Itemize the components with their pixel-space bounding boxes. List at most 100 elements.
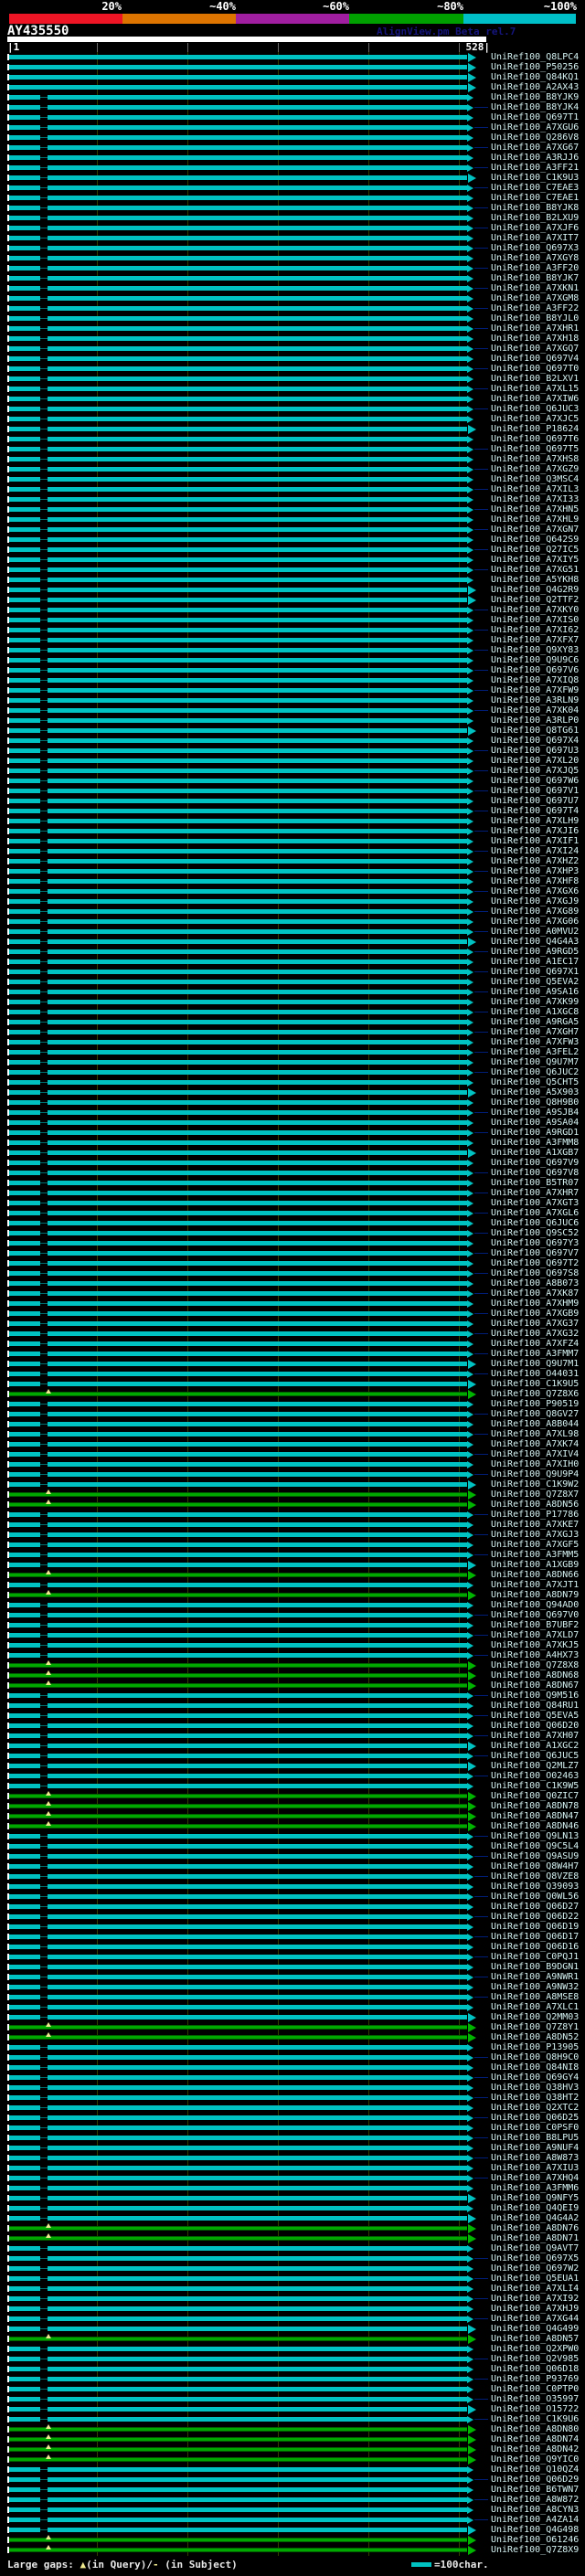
- hit-label[interactable]: UniRef100_A7XL20: [491, 756, 580, 766]
- hit-row[interactable]: UniRef100_Q27IC5: [0, 545, 585, 555]
- hit-label[interactable]: UniRef100_A7XIY5: [491, 555, 580, 565]
- hit-label[interactable]: UniRef100_Q697T6: [491, 434, 580, 444]
- hit-label[interactable]: UniRef100_Q94AD0: [491, 1600, 580, 1610]
- hit-row[interactable]: UniRef100_A7XFZ4: [0, 1339, 585, 1349]
- hit-label[interactable]: UniRef100_A3RLP0: [491, 716, 580, 726]
- hit-row[interactable]: UniRef100_A8CYN3: [0, 2505, 585, 2515]
- hit-label[interactable]: UniRef100_C0PTP0: [491, 2384, 580, 2394]
- hit-label[interactable]: UniRef100_Q697V9: [491, 1158, 580, 1168]
- hit-row[interactable]: UniRef100_A8DN74: [0, 2434, 585, 2444]
- hit-label[interactable]: UniRef100_A9NW32: [491, 1982, 580, 1992]
- hit-row[interactable]: UniRef100_A1XGB7: [0, 1148, 585, 1158]
- hit-row[interactable]: UniRef100_A7XG32: [0, 1329, 585, 1339]
- hit-label[interactable]: UniRef100_A7XG06: [491, 917, 580, 927]
- hit-row[interactable]: UniRef100_Q06D16: [0, 1942, 585, 1952]
- hit-row[interactable]: UniRef100_A7XG51: [0, 565, 585, 575]
- hit-row[interactable]: UniRef100_A7XKJ5: [0, 1640, 585, 1650]
- hit-row[interactable]: UniRef100_A7XGT3: [0, 1198, 585, 1208]
- hit-label[interactable]: UniRef100_A7XJF6: [491, 223, 580, 233]
- hit-label[interactable]: UniRef100_A7XKN1: [491, 283, 580, 293]
- hit-row[interactable]: UniRef100_A3RLP0: [0, 716, 585, 726]
- hit-row[interactable]: UniRef100_Q84NI8: [0, 2062, 585, 2072]
- hit-row[interactable]: UniRef100_Q697X3: [0, 243, 585, 253]
- hit-row[interactable]: UniRef100_Q0WL56: [0, 1892, 585, 1902]
- hit-label[interactable]: UniRef100_A7XH07: [491, 1731, 580, 1741]
- hit-row[interactable]: UniRef100_A7XFW3: [0, 1037, 585, 1047]
- hit-row[interactable]: UniRef100_B2LXU9: [0, 213, 585, 223]
- hit-row[interactable]: UniRef100_C1K9W5: [0, 1781, 585, 1791]
- hit-label[interactable]: UniRef100_Q9U9P4: [491, 1469, 580, 1479]
- hit-row[interactable]: UniRef100_O35997: [0, 2394, 585, 2404]
- hit-row[interactable]: UniRef100_A7XGZ9: [0, 464, 585, 474]
- hit-label[interactable]: UniRef100_Q06D29: [491, 2475, 580, 2485]
- hit-row[interactable]: UniRef100_Q8W4H7: [0, 1861, 585, 1871]
- hit-label[interactable]: UniRef100_P18624: [491, 424, 580, 434]
- hit-label[interactable]: UniRef100_A7XG89: [491, 906, 580, 917]
- hit-row[interactable]: UniRef100_A7XIS0: [0, 615, 585, 625]
- hit-row[interactable]: UniRef100_Q697V6: [0, 665, 585, 675]
- hit-label[interactable]: UniRef100_Q2MM03: [491, 2012, 580, 2022]
- hit-label[interactable]: UniRef100_P50256: [491, 62, 580, 72]
- hit-row[interactable]: UniRef100_A8DN67: [0, 1680, 585, 1691]
- hit-row[interactable]: UniRef100_A8DN80: [0, 2424, 585, 2434]
- hit-label[interactable]: UniRef100_A1XGB9: [491, 1560, 580, 1570]
- hit-label[interactable]: UniRef100_Q4G4A2: [491, 2213, 580, 2223]
- hit-label[interactable]: UniRef100_A7XI24: [491, 846, 580, 856]
- hit-label[interactable]: UniRef100_A7XLD7: [491, 1630, 580, 1640]
- hit-label[interactable]: UniRef100_A7XI92: [491, 2294, 580, 2304]
- hit-label[interactable]: UniRef100_Q8LPC4: [491, 52, 580, 62]
- hit-label[interactable]: UniRef100_B8LPU5: [491, 2133, 580, 2143]
- hit-row[interactable]: UniRef100_A7XHR7: [0, 1188, 585, 1198]
- hit-label[interactable]: UniRef100_Q2XTC2: [491, 2103, 580, 2113]
- hit-row[interactable]: UniRef100_A3FF20: [0, 263, 585, 273]
- hit-row[interactable]: UniRef100_Q7Z8X6: [0, 1389, 585, 1399]
- hit-label[interactable]: UniRef100_C7EAE3: [491, 183, 580, 193]
- hit-label[interactable]: UniRef100_Q7Z8X8: [491, 1660, 580, 1670]
- hit-label[interactable]: UniRef100_A8DN57: [491, 2334, 580, 2344]
- hit-label[interactable]: UniRef100_A8W873: [491, 2153, 580, 2163]
- hit-row[interactable]: UniRef100_A8DN78: [0, 1801, 585, 1811]
- hit-label[interactable]: UniRef100_A7XGB9: [491, 1309, 580, 1319]
- hit-row[interactable]: UniRef100_Q697T2: [0, 1258, 585, 1268]
- hit-label[interactable]: UniRef100_A2AX43: [491, 82, 580, 92]
- hit-row[interactable]: UniRef100_A7XHQ4: [0, 2173, 585, 2183]
- hit-row[interactable]: UniRef100_A8DN56: [0, 1500, 585, 1510]
- hit-row[interactable]: UniRef100_A3RJJ6: [0, 153, 585, 163]
- hit-row[interactable]: UniRef100_Q39093: [0, 1882, 585, 1892]
- hit-row[interactable]: UniRef100_A7XI24: [0, 846, 585, 856]
- hit-row[interactable]: UniRef100_A7XJT1: [0, 1580, 585, 1590]
- hit-row[interactable]: UniRef100_Q06D19: [0, 1922, 585, 1932]
- hit-label[interactable]: UniRef100_Q5EVA5: [491, 1711, 580, 1721]
- hit-row[interactable]: UniRef100_O02463: [0, 1771, 585, 1781]
- hit-row[interactable]: UniRef100_Q2XPW0: [0, 2344, 585, 2354]
- hit-label[interactable]: UniRef100_A3RJJ6: [491, 153, 580, 163]
- hit-row[interactable]: UniRef100_A9RGD5: [0, 947, 585, 957]
- hit-label[interactable]: UniRef100_Q06D16: [491, 1942, 580, 1952]
- hit-label[interactable]: UniRef100_O35997: [491, 2394, 580, 2404]
- hit-label[interactable]: UniRef100_Q7Z8Y1: [491, 2022, 580, 2032]
- hit-label[interactable]: UniRef100_A3FF22: [491, 303, 580, 313]
- hit-row[interactable]: UniRef100_Q9SC52: [0, 1228, 585, 1238]
- hit-row[interactable]: UniRef100_Q4G4A2: [0, 2213, 585, 2223]
- hit-row[interactable]: UniRef100_Q697V7: [0, 1248, 585, 1258]
- hit-row[interactable]: UniRef100_A9RGA5: [0, 1017, 585, 1027]
- hit-label[interactable]: UniRef100_A7XLI4: [491, 2284, 580, 2294]
- hit-label[interactable]: UniRef100_A7XFZ4: [491, 1339, 580, 1349]
- hit-label[interactable]: UniRef100_A8DN80: [491, 2424, 580, 2434]
- hit-label[interactable]: UniRef100_A3FF21: [491, 163, 580, 173]
- hit-label[interactable]: UniRef100_Q6JUC2: [491, 1067, 580, 1077]
- hit-row[interactable]: UniRef100_A3FMM8: [0, 1138, 585, 1148]
- hit-label[interactable]: UniRef100_Q697T1: [491, 112, 580, 122]
- hit-label[interactable]: UniRef100_A9RGD1: [491, 1128, 580, 1138]
- hit-row[interactable]: UniRef100_Q5CHT5: [0, 1077, 585, 1087]
- hit-row[interactable]: UniRef100_A7XG67: [0, 143, 585, 153]
- hit-row[interactable]: UniRef100_A9NUF4: [0, 2143, 585, 2153]
- hit-row[interactable]: UniRef100_A7XI92: [0, 2294, 585, 2304]
- hit-label[interactable]: UniRef100_A7XK99: [491, 997, 580, 1007]
- hit-row[interactable]: UniRef100_A7XL15: [0, 384, 585, 394]
- hit-label[interactable]: UniRef100_O44031: [491, 1369, 580, 1379]
- hit-row[interactable]: UniRef100_O61246: [0, 2535, 585, 2545]
- hit-row[interactable]: UniRef100_A7XH18: [0, 334, 585, 344]
- hit-row[interactable]: UniRef100_P13905: [0, 2042, 585, 2052]
- hit-row[interactable]: UniRef100_Q697X1: [0, 967, 585, 977]
